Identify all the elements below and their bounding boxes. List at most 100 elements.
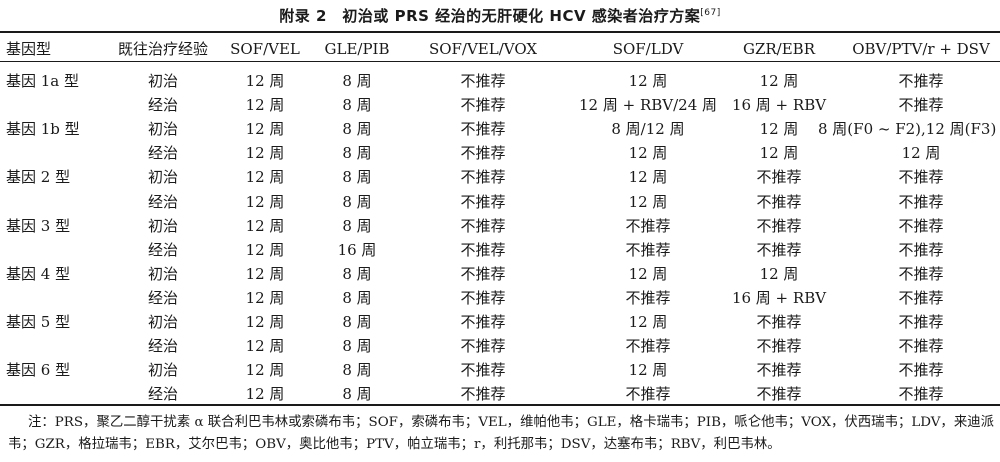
obv-ptv-r-dsv-cell: 不推荐: [898, 72, 944, 90]
genotype-cell: 基因 3 型: [6, 217, 71, 235]
sof-vel-vox-cell: 不推荐: [460, 96, 506, 114]
treatment-experience-cell: 经治: [147, 96, 178, 114]
genotype-cell: [6, 334, 116, 358]
genotype-cell: 基因 6 型: [6, 361, 71, 379]
sof-ldv-cell: 12 周: [628, 168, 668, 186]
sof-ldv-cell: 12 周 + RBV/24 周: [578, 96, 718, 114]
sof-vel-cell: 12 周: [245, 120, 285, 138]
gle-pib-cell: 8 周: [342, 168, 372, 186]
genotype-cell: 基因 1b 型: [6, 120, 80, 138]
obv-ptv-r-dsv-cell: 不推荐: [898, 193, 944, 211]
obv-ptv-r-dsv-cell: 不推荐: [898, 337, 944, 355]
sof-vel-vox-cell: 不推荐: [460, 120, 506, 138]
header-sof-vel: SOF/VEL: [230, 40, 300, 58]
table-title-text: 附录 2 初治或 PRS 经治的无肝硬化 HCV 感染者治疗方案: [279, 7, 701, 25]
sof-vel-cell: 12 周: [245, 168, 285, 186]
treatment-experience-cell: 经治: [147, 193, 178, 211]
header-obv-ptv-r-dsv: OBV/PTV/r + DSV: [852, 40, 990, 58]
treatment-experience-cell: 初治: [147, 72, 178, 90]
table-title: 附录 2 初治或 PRS 经治的无肝硬化 HCV 感染者治疗方案[67]: [0, 5, 1000, 26]
sof-ldv-cell: 12 周: [628, 313, 668, 331]
gzr-ebr-cell: 不推荐: [756, 361, 802, 379]
sof-ldv-cell: 不推荐: [625, 241, 671, 259]
sof-vel-cell: 12 周: [245, 289, 285, 307]
sof-vel-cell: 12 周: [245, 217, 285, 235]
sof-ldv-cell: 12 周: [628, 144, 668, 162]
sof-vel-cell: 12 周: [245, 265, 285, 283]
sof-vel-vox-cell: 不推荐: [460, 289, 506, 307]
gzr-ebr-cell: 12 周: [759, 120, 799, 138]
treatment-experience-cell: 经治: [147, 385, 178, 403]
gzr-ebr-cell: 12 周: [759, 72, 799, 90]
header-treatment-experience: 既往治疗经验: [117, 40, 208, 58]
gzr-ebr-cell: 不推荐: [756, 168, 802, 186]
sof-ldv-cell: 8 周/12 周: [611, 120, 685, 138]
obv-ptv-r-dsv-cell: 8 周(F0 ~ F2),12 周(F3): [818, 120, 997, 138]
gzr-ebr-cell: 16 周 + RBV: [731, 96, 827, 114]
sof-vel-vox-cell: 不推荐: [460, 144, 506, 162]
treatment-experience-cell: 经治: [147, 241, 178, 259]
gle-pib-cell: 8 周: [342, 96, 372, 114]
gle-pib-cell: 8 周: [342, 265, 372, 283]
table-footnote: 注：PRS，聚乙二醇干扰素 α 联合利巴韦林或索磷布韦；SOF，索磷布韦；VEL…: [8, 415, 994, 452]
sof-ldv-cell: 不推荐: [625, 385, 671, 403]
treatment-experience-cell: 经治: [147, 337, 178, 355]
obv-ptv-r-dsv-cell: 不推荐: [898, 241, 944, 259]
sof-vel-vox-cell: 不推荐: [460, 217, 506, 235]
sof-vel-vox-cell: 不推荐: [460, 313, 506, 331]
obv-ptv-r-dsv-cell: 12 周: [901, 144, 941, 162]
gzr-ebr-cell: 不推荐: [756, 217, 802, 235]
treatment-experience-cell: 初治: [147, 361, 178, 379]
gle-pib-cell: 8 周: [342, 337, 372, 355]
obv-ptv-r-dsv-cell: 不推荐: [898, 217, 944, 235]
gzr-ebr-cell: 16 周 + RBV: [731, 289, 827, 307]
genotype-cell: [6, 238, 116, 262]
gle-pib-cell: 8 周: [342, 193, 372, 211]
sof-vel-cell: 12 周: [245, 361, 285, 379]
genotype-cell: [6, 190, 116, 214]
genotype-cell: [6, 286, 116, 310]
gzr-ebr-cell: 不推荐: [756, 313, 802, 331]
sof-vel-vox-cell: 不推荐: [460, 337, 506, 355]
sof-vel-vox-cell: 不推荐: [460, 168, 506, 186]
sof-vel-cell: 12 周: [245, 241, 285, 259]
reference-marker: [67]: [700, 8, 721, 18]
sof-vel-vox-cell: 不推荐: [460, 72, 506, 90]
sof-vel-cell: 12 周: [245, 144, 285, 162]
sof-vel-cell: 12 周: [245, 193, 285, 211]
sof-vel-vox-cell: 不推荐: [460, 265, 506, 283]
obv-ptv-r-dsv-cell: 不推荐: [898, 361, 944, 379]
sof-vel-vox-cell: 不推荐: [460, 241, 506, 259]
sof-vel-cell: 12 周: [245, 385, 285, 403]
gle-pib-cell: 8 周: [342, 289, 372, 307]
gle-pib-cell: 8 周: [342, 385, 372, 403]
sof-vel-cell: 12 周: [245, 313, 285, 331]
treatment-experience-cell: 初治: [147, 265, 178, 283]
sof-vel-cell: 12 周: [245, 72, 285, 90]
genotype-cell: [6, 93, 116, 117]
sof-vel-cell: 12 周: [245, 96, 285, 114]
obv-ptv-r-dsv-cell: 不推荐: [898, 96, 944, 114]
genotype-cell: 基因 5 型: [6, 313, 71, 331]
sof-ldv-cell: 不推荐: [625, 289, 671, 307]
gzr-ebr-cell: 不推荐: [756, 241, 802, 259]
gle-pib-cell: 8 周: [342, 72, 372, 90]
sof-ldv-cell: 不推荐: [625, 337, 671, 355]
table-bottom-rule: [0, 404, 1000, 406]
genotype-cell: [6, 141, 116, 165]
sof-ldv-cell: 12 周: [628, 265, 668, 283]
obv-ptv-r-dsv-cell: 不推荐: [898, 313, 944, 331]
genotype-cell: 基因 2 型: [6, 168, 71, 186]
treatment-experience-cell: 初治: [147, 217, 178, 235]
gzr-ebr-cell: 不推荐: [756, 193, 802, 211]
gle-pib-cell: 8 周: [342, 313, 372, 331]
table-top-rule: [0, 31, 1000, 33]
treatment-experience-cell: 经治: [147, 289, 178, 307]
gle-pib-cell: 8 周: [342, 120, 372, 138]
sof-ldv-cell: 不推荐: [625, 217, 671, 235]
header-sof-vel-vox: SOF/VEL/VOX: [428, 40, 538, 58]
obv-ptv-r-dsv-cell: 不推荐: [898, 168, 944, 186]
sof-vel-vox-cell: 不推荐: [460, 361, 506, 379]
gle-pib-cell: 8 周: [342, 144, 372, 162]
gzr-ebr-cell: 12 周: [759, 144, 799, 162]
